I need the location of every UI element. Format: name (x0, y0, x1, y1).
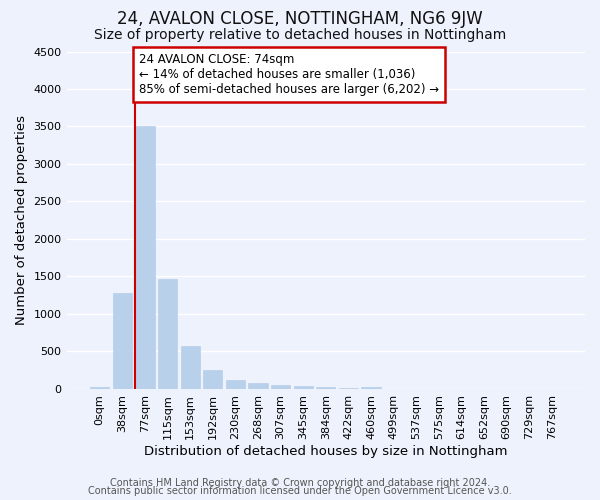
Bar (361, 386, 380, 389)
X-axis label: Distribution of detached houses by size in Nottingham: Distribution of detached houses by size … (144, 444, 508, 458)
Text: Contains public sector information licensed under the Open Government Licence v3: Contains public sector information licen… (88, 486, 512, 496)
Bar (271, 385, 290, 389)
Bar (339, 388, 358, 389)
Bar (203, 370, 223, 389)
Text: Size of property relative to detached houses in Nottingham: Size of property relative to detached ho… (94, 28, 506, 42)
Bar (226, 380, 245, 389)
Bar (158, 278, 177, 389)
Text: 24 AVALON CLOSE: 74sqm
← 14% of detached houses are smaller (1,036)
85% of semi-: 24 AVALON CLOSE: 74sqm ← 14% of detached… (139, 53, 439, 96)
Bar (90, 386, 109, 389)
Text: 24, AVALON CLOSE, NOTTINGHAM, NG6 9JW: 24, AVALON CLOSE, NOTTINGHAM, NG6 9JW (117, 10, 483, 28)
Bar (136, 126, 155, 389)
Bar (293, 386, 313, 389)
Bar (316, 388, 335, 389)
Bar (113, 293, 132, 389)
Bar (248, 383, 268, 389)
Bar (181, 346, 200, 389)
Text: Contains HM Land Registry data © Crown copyright and database right 2024.: Contains HM Land Registry data © Crown c… (110, 478, 490, 488)
Y-axis label: Number of detached properties: Number of detached properties (15, 115, 28, 325)
